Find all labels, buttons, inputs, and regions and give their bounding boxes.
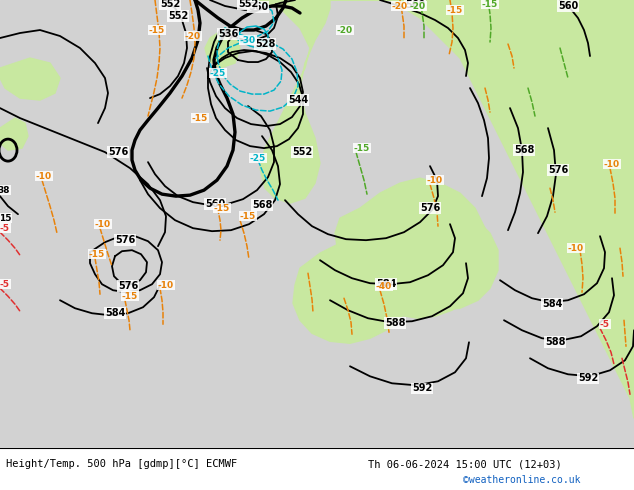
Text: -10: -10	[427, 175, 443, 185]
Text: 576: 576	[115, 235, 135, 245]
Text: ©weatheronline.co.uk: ©weatheronline.co.uk	[463, 475, 580, 485]
Polygon shape	[250, 0, 330, 203]
Text: -15: -15	[89, 250, 105, 259]
Text: -25: -25	[210, 69, 226, 77]
Text: -15: -15	[482, 0, 498, 8]
Text: -20: -20	[185, 31, 201, 41]
Text: 552: 552	[238, 0, 258, 9]
Text: -10: -10	[568, 244, 584, 253]
Polygon shape	[0, 58, 60, 100]
Text: -10: -10	[95, 220, 111, 229]
Text: 588: 588	[545, 337, 566, 347]
Text: 568: 568	[252, 200, 272, 210]
Text: -15: -15	[149, 25, 165, 34]
Polygon shape	[330, 0, 634, 418]
Text: 588: 588	[385, 318, 405, 328]
Text: 560: 560	[248, 2, 268, 12]
Text: 544: 544	[288, 95, 308, 105]
Text: -20: -20	[392, 1, 408, 10]
Text: -5: -5	[0, 223, 10, 233]
Text: 584: 584	[376, 279, 396, 289]
Text: 592: 592	[578, 373, 598, 383]
Text: 584: 584	[105, 308, 125, 318]
Text: -15: -15	[192, 114, 208, 122]
Text: 592: 592	[412, 383, 432, 393]
Text: -10: -10	[604, 160, 620, 169]
Text: 15: 15	[0, 214, 11, 222]
Text: Height/Temp. 500 hPa [gdmp][°C] ECMWF: Height/Temp. 500 hPa [gdmp][°C] ECMWF	[6, 459, 238, 469]
Text: 560: 560	[558, 1, 578, 11]
Polygon shape	[293, 238, 420, 343]
Text: -15: -15	[354, 144, 370, 152]
Text: 576: 576	[548, 165, 568, 175]
Text: -5: -5	[0, 280, 10, 289]
Text: 560: 560	[205, 199, 225, 209]
Text: -25: -25	[250, 154, 266, 163]
Text: 552: 552	[168, 11, 188, 21]
Text: -15: -15	[240, 212, 256, 220]
Text: -40: -40	[376, 282, 392, 291]
Text: 536: 536	[218, 29, 238, 39]
Text: 560: 560	[405, 0, 425, 10]
Polygon shape	[0, 118, 28, 150]
Text: Th 06-06-2024 15:00 UTC (12+03): Th 06-06-2024 15:00 UTC (12+03)	[368, 459, 562, 469]
Text: 568: 568	[514, 145, 534, 155]
Text: 584: 584	[542, 299, 562, 309]
Text: -30: -30	[240, 36, 256, 45]
Polygon shape	[528, 123, 630, 233]
Text: -20: -20	[337, 25, 353, 34]
Polygon shape	[370, 213, 498, 310]
Text: -5: -5	[600, 320, 610, 329]
Text: 576: 576	[108, 147, 128, 157]
Text: 576: 576	[420, 203, 440, 213]
Text: -15: -15	[447, 5, 463, 15]
Text: -10: -10	[36, 172, 52, 181]
Text: -15: -15	[214, 204, 230, 213]
Text: 552: 552	[292, 147, 312, 157]
Text: 576: 576	[118, 281, 138, 291]
Text: -15: -15	[122, 292, 138, 301]
Text: -20: -20	[410, 1, 426, 10]
Text: 528: 528	[255, 39, 275, 49]
Text: -10: -10	[158, 281, 174, 290]
Text: 38: 38	[0, 186, 10, 195]
Polygon shape	[335, 178, 490, 318]
Text: 552: 552	[160, 0, 180, 9]
Polygon shape	[205, 28, 240, 68]
